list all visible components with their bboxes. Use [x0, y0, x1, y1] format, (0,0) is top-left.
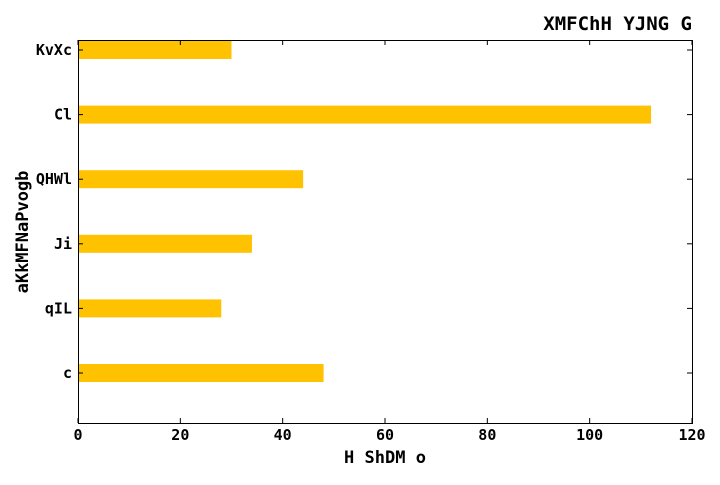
y-tick-label: KvXc [36, 41, 72, 59]
x-tick-label: 120 [678, 426, 705, 444]
y-axis-label: aKkMFNaPvogb [13, 171, 33, 294]
y-tick-label: Cl [54, 106, 72, 124]
bar-Cl [78, 105, 652, 124]
x-tick-label: 0 [73, 426, 82, 444]
y-tick-label: Ji [54, 235, 72, 253]
bar-Ji [78, 234, 252, 253]
x-tick-label: 60 [376, 426, 394, 444]
bar-qIL [78, 299, 222, 318]
y-tick-label: QHWl [36, 170, 72, 188]
y-tick-label: c [63, 364, 72, 382]
x-tick-label: 80 [478, 426, 496, 444]
bar-c [78, 364, 324, 382]
x-axis-label: H ShDM o [344, 448, 426, 468]
axes-layer: KvXc Cl QHWl Ji qIL c 0 20 40 60 80 100 120 [36, 40, 706, 444]
x-tick-label: 100 [576, 426, 603, 444]
x-tick-label: 20 [171, 426, 189, 444]
bar-QHWl [78, 170, 304, 189]
bar-KvXc [78, 41, 232, 59]
chart-title: XMFChH YJNG G [543, 13, 692, 35]
y-tick-label: qIL [45, 299, 72, 317]
x-tick-label: 40 [274, 426, 292, 444]
bars-layer [78, 41, 652, 382]
